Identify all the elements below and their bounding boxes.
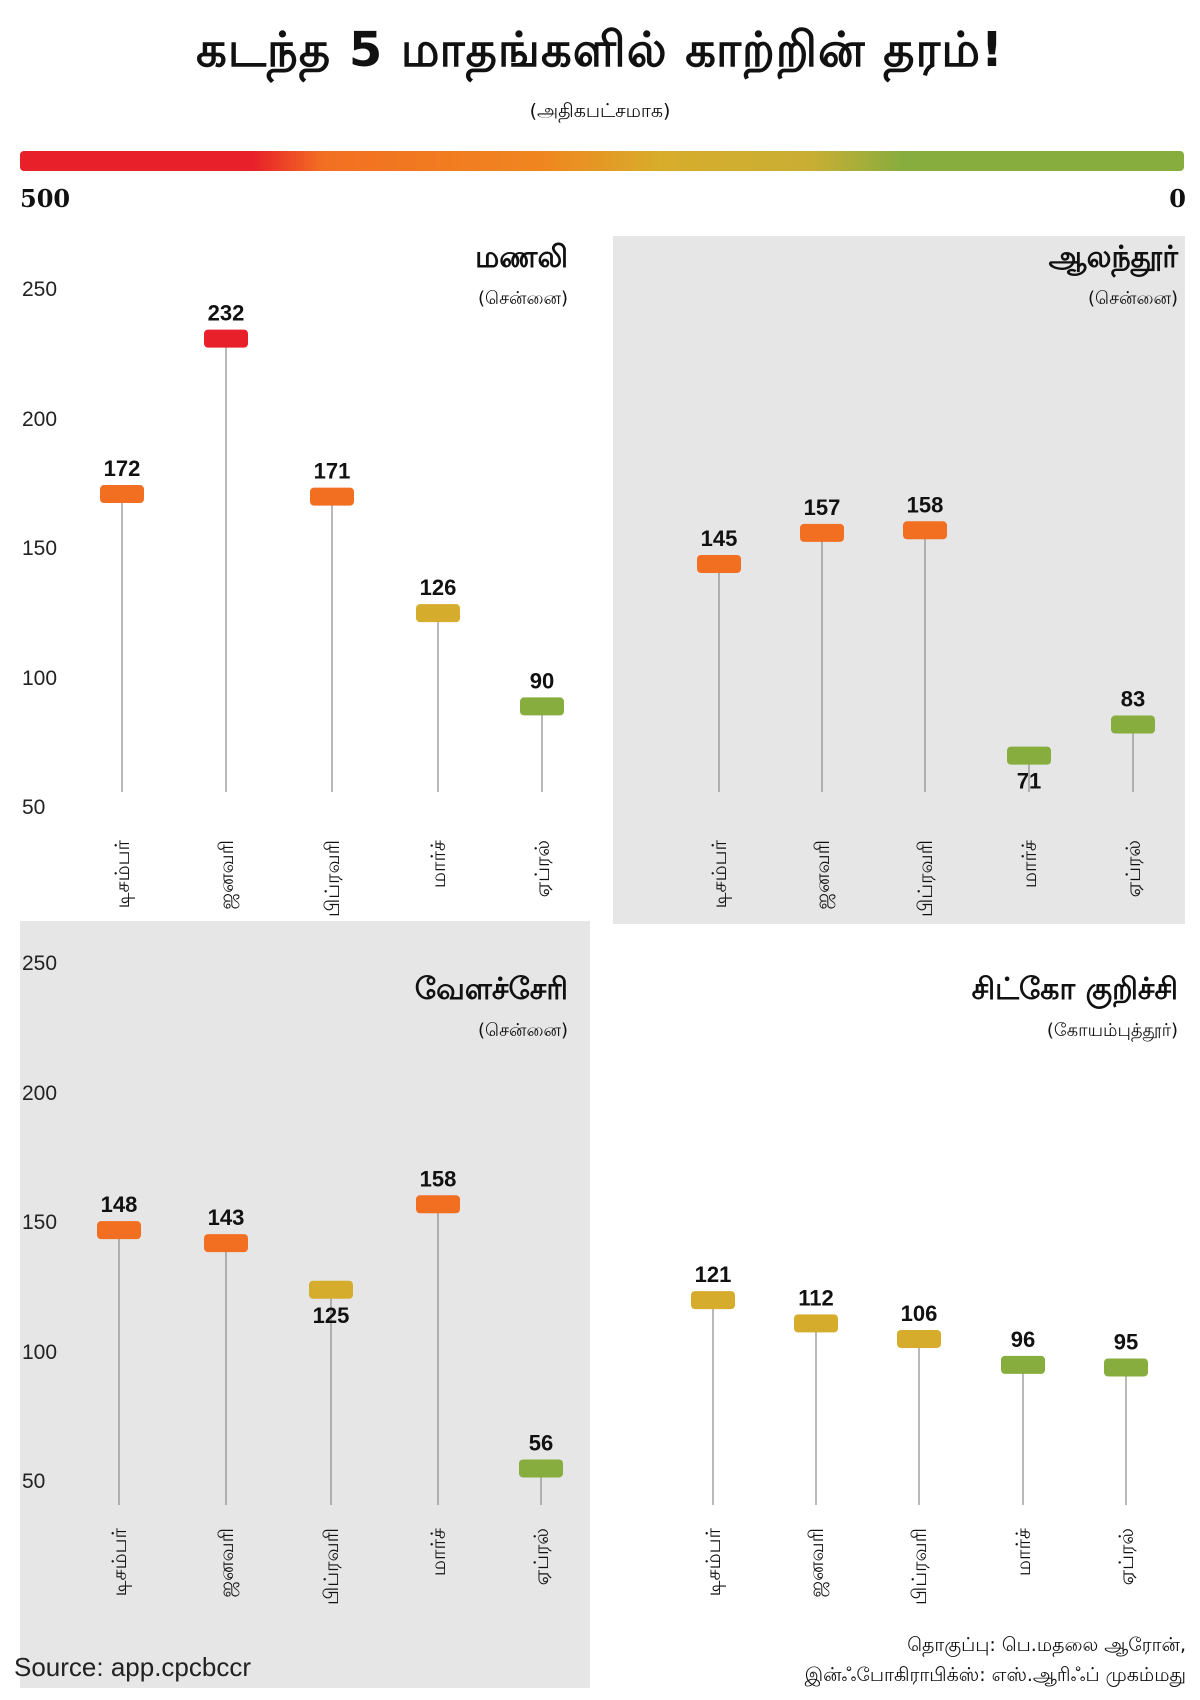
data-label: 83 <box>1121 687 1145 712</box>
value-marker <box>897 1329 941 1348</box>
chart-subtitle: (சென்னை) <box>478 288 568 309</box>
data-label: 125 <box>313 1303 350 1328</box>
chart-subtitle: (சென்னை) <box>1088 288 1178 309</box>
credit-infographics: இன்ஃபோகிராபிக்ஸ்: எஸ்.ஆரிஃப் முகம்மது <box>804 1664 1186 1686</box>
chart-panel-velachery: வேளச்சேரி (சென்னை) 250 200 150 100 50 14… <box>0 952 600 1668</box>
x-tick-label: பிப்ரவரி <box>909 1528 931 1605</box>
value-marker <box>204 329 248 348</box>
value-marker <box>794 1314 838 1333</box>
value-marker <box>97 1221 141 1240</box>
x-tick-label: பிப்ரவரி <box>322 840 344 916</box>
value-marker <box>800 523 844 542</box>
value-marker <box>697 554 741 573</box>
data-label: 112 <box>798 1285 834 1310</box>
data-label: 143 <box>208 1205 245 1230</box>
x-tick-label: ஜனவரி <box>806 1528 830 1598</box>
y-tick-label: 250 <box>22 278 58 301</box>
x-tick-label: பிப்ரவரி <box>915 840 937 916</box>
x-tick-label: ஏப்ரல் <box>532 840 554 897</box>
x-tick-label: டிசம்பர் <box>703 1527 726 1596</box>
data-label: 96 <box>1011 1327 1035 1352</box>
x-tick-label: ஏப்ரல் <box>531 1528 553 1585</box>
y-tick-label: 150 <box>22 1211 58 1234</box>
y-tick-label: 250 <box>22 952 58 975</box>
data-label: 126 <box>420 575 457 600</box>
chart-title: வேளச்சேரி <box>414 972 568 1007</box>
value-marker <box>204 1234 248 1253</box>
y-tick-label: 200 <box>22 408 58 431</box>
page-subtitle: (அதிகபட்சமாக) <box>529 100 671 122</box>
x-tick-label: மார்ச் <box>428 840 450 888</box>
data-label: 158 <box>420 1166 457 1191</box>
value-marker <box>310 487 354 506</box>
value-marker <box>1007 746 1051 765</box>
dot-chart-alandur: 145 டிசம்பர் 157 ஜனவரி 158 பிப்ரவரி 71 மார்ச் 83… <box>697 492 1155 916</box>
y-tick-label: 50 <box>22 796 46 819</box>
x-tick-label: ஏப்ரல் <box>1116 1528 1138 1585</box>
chart-title: ஆலந்தூர் <box>1048 240 1178 275</box>
aqi-color-scale <box>20 151 1184 171</box>
x-tick-label: டிசம்பர் <box>109 1527 132 1596</box>
data-label: 172 <box>104 456 141 481</box>
data-label: 56 <box>529 1430 553 1455</box>
scale-min-label: 0 <box>1169 184 1186 213</box>
value-marker <box>1001 1355 1045 1374</box>
data-label: 232 <box>208 301 245 326</box>
value-marker <box>100 485 144 504</box>
x-tick-label: ஏப்ரல் <box>1123 840 1145 897</box>
x-tick-label: டிசம்பர் <box>709 839 732 908</box>
data-label: 90 <box>530 668 554 693</box>
value-marker <box>519 1459 563 1478</box>
chart-panel-manali: மணலி (சென்னை) 250 200 150 100 50 172 டிசம… <box>0 236 600 916</box>
credits: தொகுப்பு: பெ.மதலை ஆரோன், இன்ஃபோகிராபிக்ஸ… <box>805 1630 1186 1690</box>
dot-chart-manali: 172 டிசம்பர் 232 ஜனவரி 171 பிப்ரவரி 126 மார்ச் 9… <box>100 301 564 916</box>
x-tick-label: மார்ச் <box>1019 840 1041 888</box>
page-title: கடந்த 5 மாதங்களில் காற்றின் தரம்! <box>196 22 1004 78</box>
value-marker <box>691 1291 735 1310</box>
scale-max-label: 500 <box>20 184 71 213</box>
data-label: 106 <box>901 1301 938 1326</box>
value-marker <box>520 697 564 716</box>
y-tick-label: 50 <box>22 1470 46 1493</box>
chart-panel-sidco-kurichi: சிட்கோ குறிச்சி (கோயம்புத்தூர்) 121 டிசம்… <box>600 968 1200 1668</box>
data-label: 148 <box>101 1192 138 1217</box>
y-tick-label: 200 <box>22 1082 58 1105</box>
data-label: 157 <box>804 495 841 520</box>
y-tick-label: 100 <box>22 667 58 690</box>
value-marker <box>1104 1358 1148 1377</box>
x-tick-label: பிப்ரவரி <box>321 1528 343 1605</box>
chart-subtitle: (கோயம்புத்தூர்) <box>1046 1020 1178 1041</box>
data-label: 145 <box>701 526 738 551</box>
dot-chart-velachery: 148 டிசம்பர் 143 ஜனவரி 125 பிப்ரவரி 158 மார்ச் 5… <box>97 1166 563 1605</box>
data-label: 171 <box>314 459 351 484</box>
panel-background-alandur <box>613 236 1185 924</box>
chart-panel-alandur: ஆலந்தூர் (சென்னை) 145 டிசம்பர் 157 ஜனவரி 158… <box>600 236 1200 916</box>
x-tick-label: மார்ச் <box>1013 1528 1035 1576</box>
x-tick-label: டிசம்பர் <box>112 839 135 908</box>
credit-compiler: தொகுப்பு: பெ.மதலை ஆரோன், <box>907 1634 1186 1656</box>
panel-background-velachery <box>20 921 590 1688</box>
data-label: 95 <box>1114 1329 1138 1354</box>
x-tick-label: ஜனவரி <box>216 840 240 910</box>
dot-chart-sidco-kurichi: 121 டிசம்பர் 112 ஜனவரி 106 பிப்ரவரி 96 மார்ச் 95… <box>691 1262 1148 1605</box>
data-label: 121 <box>695 1262 732 1287</box>
x-tick-label: ஜனவரி <box>216 1528 240 1598</box>
value-marker <box>903 521 947 540</box>
chart-title: சிட்கோ குறிச்சி <box>971 972 1178 1007</box>
value-marker <box>1111 715 1155 734</box>
value-marker <box>309 1280 353 1299</box>
x-tick-label: மார்ச் <box>428 1528 450 1576</box>
data-label: 71 <box>1017 769 1041 794</box>
data-label: 158 <box>907 492 944 517</box>
chart-subtitle: (சென்னை) <box>478 1020 568 1041</box>
value-marker <box>416 604 460 623</box>
x-tick-label: ஜனவரி <box>812 840 836 910</box>
y-tick-label: 100 <box>22 1341 58 1364</box>
source-note: Source: app.cpcbccr <box>14 1652 252 1682</box>
y-tick-label: 150 <box>22 537 58 560</box>
chart-title: மணலி <box>475 240 568 275</box>
value-marker <box>416 1195 460 1214</box>
